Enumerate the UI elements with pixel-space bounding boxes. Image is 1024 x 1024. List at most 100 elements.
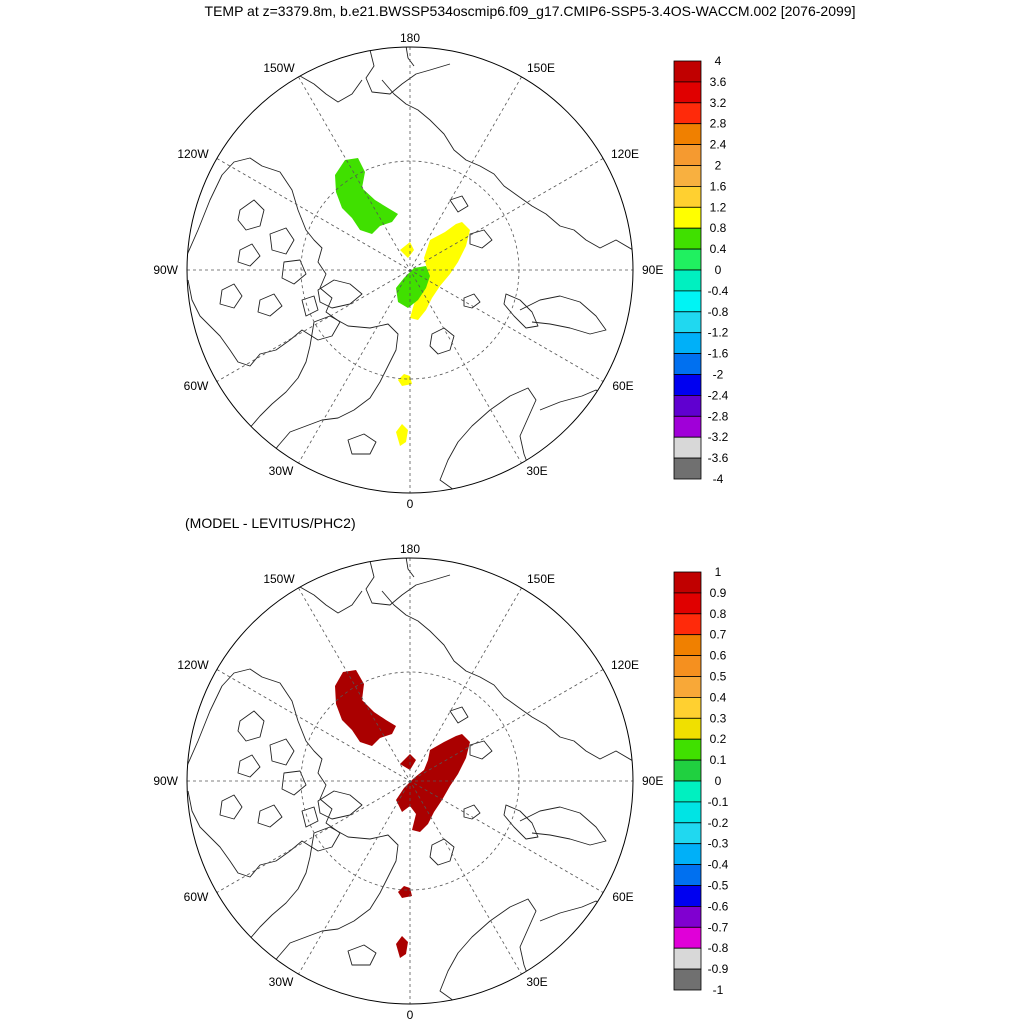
- bottom-field-canada-basin: [335, 670, 396, 746]
- bottom-colorbar-label: 1: [715, 565, 722, 579]
- bottom-colorbar-swatch: [673, 885, 702, 907]
- top-lon-label-150w: 150W: [263, 61, 295, 75]
- figure-title: TEMP at z=3379.8m, b.e21.BWSSP534oscmip6…: [205, 3, 856, 19]
- top-colorbar-swatch: [673, 81, 702, 104]
- bottom-colorbar-label: 0.2: [710, 732, 727, 746]
- top-lon-label-150e: 150E: [527, 61, 555, 75]
- top-colorbar-swatch: [673, 269, 702, 292]
- bottom-colorbar-swatch: [673, 906, 702, 928]
- bottom-colorbar-swatch: [673, 571, 702, 594]
- bottom-panel: 180 0 90W 90E 150W 150E 120W 120E 60W 60…: [153, 542, 728, 1022]
- top-map-boundary: [186, 46, 634, 494]
- top-panel: 180 0 90W 90E 150W 150E 120W 120E 60W 60…: [153, 31, 728, 511]
- bottom-map: [187, 558, 633, 1004]
- top-colorbar-swatch: [673, 144, 702, 166]
- bottom-lon-label-120w: 120W: [177, 658, 209, 672]
- bottom-colorbar-label: 0.4: [710, 690, 727, 704]
- bottom-field-greenland-sea: [396, 936, 408, 958]
- top-colorbar-label: -1.6: [708, 347, 729, 361]
- top-colorbar-swatch: [673, 165, 702, 187]
- top-colorbar-swatch: [673, 290, 702, 313]
- top-field-greenland-sea: [396, 424, 408, 446]
- bottom-colorbar-label: -0.7: [708, 920, 729, 934]
- top-colorbar-swatch: [673, 60, 702, 83]
- bottom-colorbar-swatch: [673, 592, 702, 615]
- top-colorbar: 4 3.6 3.2 2.8 2.4 2 1.6 1.2 0.8 0.4 0 -0.4 -0.8 -1.2 -…: [673, 54, 729, 486]
- top-colorbar-label: -3.2: [708, 430, 729, 444]
- bottom-lon-label-150w: 150W: [263, 572, 295, 586]
- top-lon-label-90w: 90W: [153, 263, 178, 277]
- top-colorbar-swatch: [673, 248, 702, 271]
- top-lon-label-0: 0: [407, 497, 414, 511]
- bottom-colorbar-label: 0.6: [710, 649, 727, 663]
- bottom-colorbar-swatch: [673, 697, 702, 719]
- bottom-colorbar-swatch: [673, 738, 702, 761]
- top-field-eurasian-yellow-west: [400, 242, 414, 258]
- top-colorbar-swatch: [673, 415, 702, 438]
- bottom-colorbar-label: 0.9: [710, 586, 727, 600]
- bottom-field-eurasian-west: [400, 754, 416, 770]
- bottom-colorbar-label: 0.1: [710, 753, 727, 767]
- top-lon-label-120e: 120E: [611, 147, 639, 161]
- top-colorbar-label: -0.8: [708, 305, 729, 319]
- bottom-lon-label-90w: 90W: [153, 774, 178, 788]
- bottom-lon-label-180: 180: [400, 542, 420, 556]
- top-lon-label-90e: 90E: [642, 263, 663, 277]
- bottom-lon-label-150e: 150E: [527, 572, 555, 586]
- top-lon-label-60e: 60E: [612, 379, 633, 393]
- bottom-colorbar-label: -0.4: [708, 858, 729, 872]
- bottom-colorbar-swatch: [673, 634, 702, 657]
- bottom-colorbar-swatch: [673, 864, 702, 886]
- top-colorbar-label: 0.8: [710, 221, 727, 235]
- top-colorbar-swatch: [673, 436, 702, 459]
- bottom-colorbar-swatch: [673, 676, 702, 698]
- bottom-lon-label-60w: 60W: [184, 890, 209, 904]
- top-colorbar-swatch: [673, 206, 702, 229]
- bottom-colorbar-swatch: [673, 759, 702, 782]
- bottom-colorbar: 1 0.9 0.8 0.7 0.6 0.5 0.4 0.3 0.2 0.1 0 -0.1 -0.2 -0.…: [673, 565, 729, 997]
- top-colorbar-swatch: [673, 374, 702, 396]
- bottom-colorbar-label: -0.6: [708, 899, 729, 913]
- top-colorbar-swatch: [673, 123, 702, 145]
- bottom-colorbar-label: -0.9: [708, 962, 729, 976]
- bottom-field-fram-strait: [398, 886, 412, 898]
- top-colorbar-swatch: [673, 394, 702, 417]
- bottom-colorbar-label: 0.8: [710, 607, 727, 621]
- top-colorbar-label: 2.8: [710, 117, 727, 131]
- bottom-field-eurasian-basin: [396, 734, 470, 832]
- top-field-fram-strait: [398, 374, 412, 386]
- top-colorbar-swatch: [673, 227, 702, 250]
- bottom-colorbar-swatch: [673, 717, 702, 740]
- bottom-lon-label-30e: 30E: [526, 975, 547, 989]
- top-colorbar-swatch: [673, 102, 702, 125]
- bottom-colorbar-label: 0.7: [710, 628, 727, 642]
- top-colorbar-label: -1.2: [708, 326, 729, 340]
- top-colorbar-swatch: [673, 332, 702, 355]
- top-colorbar-label: 1.6: [710, 179, 727, 193]
- top-colorbar-label: -0.4: [708, 284, 729, 298]
- top-colorbar-label: 2.4: [710, 138, 727, 152]
- top-lon-label-60w: 60W: [184, 379, 209, 393]
- top-colorbar-label: -4: [713, 472, 724, 486]
- top-colorbar-label: 0: [715, 263, 722, 277]
- top-colorbar-label: 3.6: [710, 75, 727, 89]
- bottom-lon-label-120e: 120E: [611, 658, 639, 672]
- top-colorbar-label: 3.2: [710, 96, 727, 110]
- top-field-canada-basin: [335, 158, 398, 234]
- top-lon-label-120w: 120W: [177, 147, 209, 161]
- bottom-colorbar-label: 0.3: [710, 711, 727, 725]
- top-colorbar-label: 2: [715, 159, 722, 173]
- top-lon-label-30w: 30W: [269, 464, 294, 478]
- top-colorbar-label: -2.4: [708, 388, 729, 402]
- top-colorbar-label: -2.8: [708, 409, 729, 423]
- top-colorbar-label: 1.2: [710, 200, 727, 214]
- bottom-map-boundary: [186, 557, 634, 1005]
- bottom-colorbar-label: 0.5: [710, 670, 727, 684]
- top-colorbar-swatch: [673, 185, 702, 208]
- top-colorbar-swatch: [673, 353, 702, 375]
- bottom-colorbar-label: -1: [713, 983, 724, 997]
- bottom-colorbar-label: -0.5: [708, 879, 729, 893]
- top-colorbar-label: 0.4: [710, 242, 727, 256]
- bottom-colorbar-swatch: [673, 926, 702, 949]
